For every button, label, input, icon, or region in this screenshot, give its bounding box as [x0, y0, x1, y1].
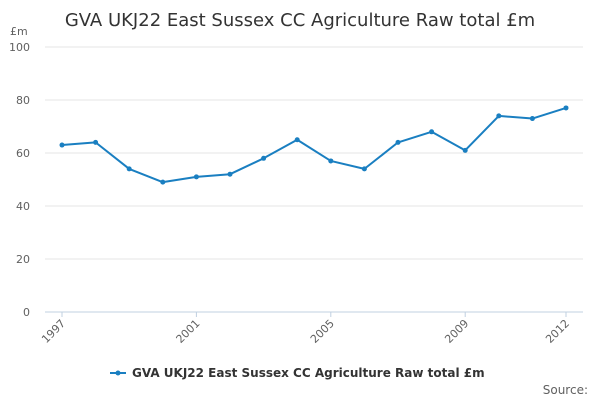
- data-point[interactable]: [395, 139, 401, 145]
- legend[interactable]: GVA UKJ22 East Sussex CC Agriculture Raw…: [110, 366, 485, 380]
- legend-point-marker: [115, 370, 121, 376]
- data-point[interactable]: [59, 142, 65, 148]
- x-tick-label: 1997: [39, 317, 68, 346]
- series-line: [61, 106, 567, 184]
- x-tick-label: 2005: [308, 317, 337, 346]
- y-tick-label: 0: [23, 306, 30, 319]
- y-tick-label: 20: [16, 253, 30, 266]
- data-point[interactable]: [429, 129, 435, 135]
- data-point[interactable]: [496, 113, 502, 119]
- x-tick-label: 2012: [543, 317, 572, 346]
- y-axis-ticks: 0 20 40 60 80 100: [9, 41, 30, 319]
- data-point[interactable]: [227, 171, 233, 177]
- data-point[interactable]: [328, 158, 334, 164]
- x-tick-label: 2001: [174, 317, 203, 346]
- data-point[interactable]: [126, 166, 132, 172]
- gridlines: [45, 46, 583, 260]
- data-point[interactable]: [529, 116, 535, 122]
- data-point[interactable]: [361, 166, 367, 172]
- x-tick-label: 2009: [442, 317, 471, 346]
- data-point[interactable]: [193, 174, 199, 180]
- y-tick-label: 60: [16, 147, 30, 160]
- y-tick-label: 100: [9, 41, 30, 54]
- data-point[interactable]: [261, 155, 267, 161]
- chart-title: GVA UKJ22 East Sussex CC Agriculture Raw…: [65, 10, 535, 31]
- y-tick-label: 80: [16, 94, 30, 107]
- legend-label: GVA UKJ22 East Sussex CC Agriculture Raw…: [132, 366, 485, 380]
- data-point[interactable]: [294, 137, 300, 143]
- y-axis-unit-label: £m: [10, 25, 28, 38]
- x-axis-ticks: 1997 2001 2005 2009 2012: [39, 312, 572, 346]
- series-group: [59, 105, 569, 185]
- data-point[interactable]: [462, 147, 468, 153]
- data-point[interactable]: [160, 179, 166, 185]
- y-tick-label: 40: [16, 200, 30, 213]
- source-label: Source:: [543, 383, 588, 397]
- data-point[interactable]: [93, 139, 99, 145]
- data-point[interactable]: [563, 105, 569, 111]
